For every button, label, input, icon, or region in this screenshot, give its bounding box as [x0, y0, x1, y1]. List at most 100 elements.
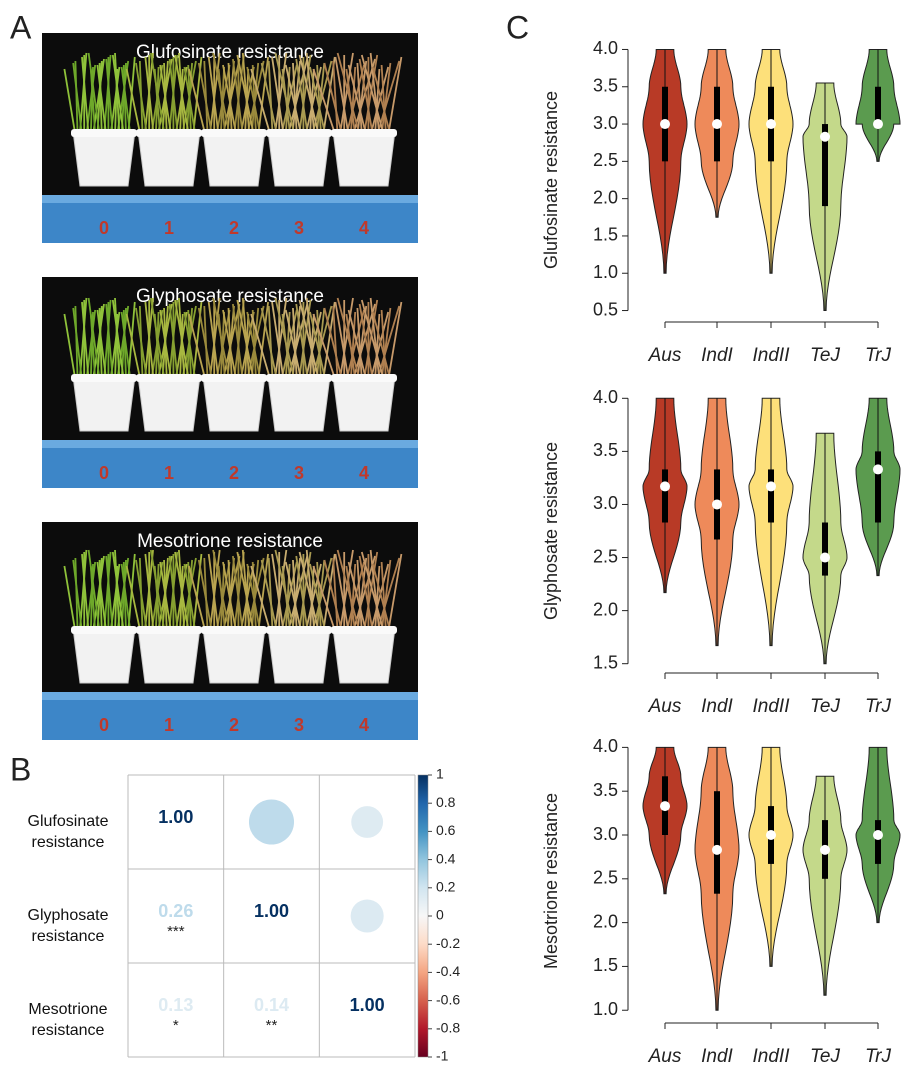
row-label: Mesotrione resistance — [8, 999, 128, 1041]
pot-rim — [136, 626, 202, 634]
pot — [138, 131, 200, 186]
iqr-box — [768, 469, 774, 522]
pot — [73, 628, 135, 683]
y-axis-title: Mesotrione resistance — [541, 793, 561, 969]
pot-rim — [331, 374, 397, 382]
pot — [333, 628, 395, 683]
pot-rim — [201, 129, 267, 137]
median-dot — [766, 119, 776, 129]
corr-circle — [351, 806, 383, 838]
median-dot — [873, 464, 883, 474]
pot — [333, 131, 395, 186]
colorbar-tick-label: 0.8 — [436, 794, 456, 810]
x-tick-label: Aus — [648, 696, 682, 717]
score-label: 1 — [164, 218, 174, 238]
pot — [268, 131, 330, 186]
y-tick-label: 3.5 — [593, 780, 618, 800]
pot — [138, 376, 200, 431]
panel-label: A — [10, 9, 32, 45]
pot-rim — [331, 626, 397, 634]
colorbar-tick-label: 0.6 — [436, 822, 456, 838]
pot-rim — [201, 374, 267, 382]
pot — [203, 131, 265, 186]
pot-rim — [71, 129, 137, 137]
corr-value: 0.26 — [158, 901, 193, 921]
score-label: 0 — [99, 218, 109, 238]
shelf-edge — [42, 195, 418, 203]
iqr-box — [662, 469, 668, 522]
median-dot — [712, 499, 722, 509]
corr-value: 1.00 — [158, 807, 193, 827]
y-tick-label: 2.5 — [593, 546, 618, 566]
y-tick-label: 1.0 — [593, 999, 618, 1019]
colorbar-tick-label: 1 — [436, 766, 444, 782]
pot-rim — [136, 374, 202, 382]
score-label: 4 — [359, 463, 369, 483]
pot-rim — [266, 374, 332, 382]
x-tick-label: Aus — [648, 1046, 682, 1067]
median-dot — [766, 830, 776, 840]
corr-value: 1.00 — [350, 995, 385, 1015]
pot-rim — [331, 129, 397, 137]
median-dot — [712, 845, 722, 855]
pot — [73, 131, 135, 186]
pot-rim — [71, 374, 137, 382]
y-tick-label: 4.0 — [593, 387, 618, 407]
shelf-edge — [42, 692, 418, 700]
photo-title: Mesotrione resistance — [137, 531, 323, 552]
pot — [203, 628, 265, 683]
score-label: 2 — [229, 463, 239, 483]
pot-rim — [201, 626, 267, 634]
colorbar-tick-label: -0.2 — [436, 935, 460, 951]
iqr-box — [875, 820, 881, 864]
median-dot — [873, 119, 883, 129]
y-tick-label: 2.0 — [593, 187, 618, 207]
pot — [138, 628, 200, 683]
score-label: 1 — [164, 463, 174, 483]
x-tick-label: IndII — [753, 1046, 791, 1067]
y-tick-label: 2.0 — [593, 599, 618, 619]
colorbar — [418, 775, 428, 1057]
y-tick-label: 1.5 — [593, 955, 618, 975]
colorbar-tick-label: 0.2 — [436, 879, 456, 895]
pot — [268, 376, 330, 431]
shelf-edge — [42, 440, 418, 448]
score-label: 3 — [294, 463, 304, 483]
corr-value: 0.14 — [254, 995, 289, 1015]
figure: { "panel_labels": ["A", "B", "C"], "phot… — [0, 0, 907, 1067]
iqr-box — [875, 451, 881, 522]
row-label: Glyphosate resistance — [8, 905, 128, 947]
x-tick-label: TeJ — [810, 1046, 840, 1067]
x-tick-label: TeJ — [810, 696, 840, 717]
median-dot — [660, 119, 670, 129]
significance-stars: * — [173, 1017, 179, 1034]
corr-value: 0.13 — [158, 995, 193, 1015]
median-dot — [660, 801, 670, 811]
colorbar-tick-label: -1 — [436, 1048, 449, 1064]
x-tick-label: TrJ — [865, 345, 892, 366]
score-label: 3 — [294, 715, 304, 735]
x-tick-label: TrJ — [865, 1046, 892, 1067]
median-dot — [820, 132, 830, 142]
y-tick-label: 3.0 — [593, 493, 618, 513]
corr-circle — [351, 899, 384, 932]
pot-rim — [266, 626, 332, 634]
y-tick-label: 3.5 — [593, 440, 618, 460]
y-tick-label: 4.0 — [593, 38, 618, 58]
panel-label: B — [10, 751, 31, 787]
y-tick-label: 0.5 — [593, 299, 618, 319]
y-axis-title: Glufosinate resistance — [541, 91, 561, 269]
x-tick-label: IndI — [701, 345, 733, 366]
y-tick-label: 1.5 — [593, 652, 618, 672]
x-tick-label: IndI — [701, 1046, 733, 1067]
x-tick-label: IndI — [701, 696, 733, 717]
iqr-box — [875, 87, 881, 124]
y-tick-label: 3.0 — [593, 824, 618, 844]
iqr-box — [714, 791, 720, 894]
pot — [268, 628, 330, 683]
x-tick-label: IndII — [753, 345, 791, 366]
median-dot — [873, 830, 883, 840]
median-dot — [766, 481, 776, 491]
